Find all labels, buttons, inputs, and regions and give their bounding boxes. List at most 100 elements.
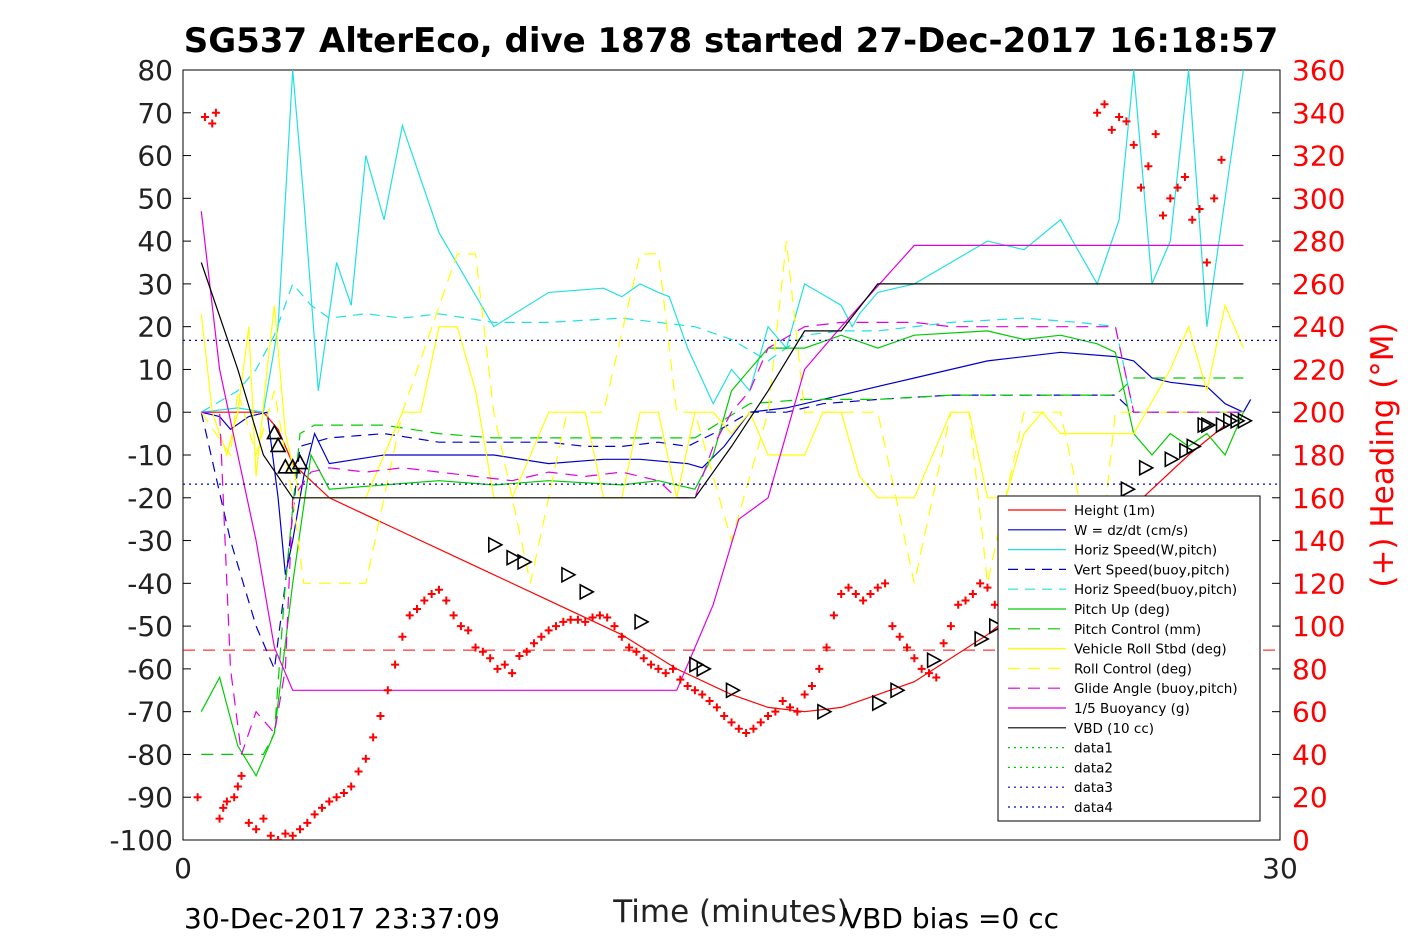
heading-point [1151,130,1160,139]
y2-tick-label: 360 [1292,54,1345,87]
heading-point [807,682,816,690]
series-line-6 [201,377,1244,756]
glider-marker [266,423,283,440]
x-tick-label: 0 [174,852,192,885]
legend-label: Glide Angle (buoy,pitch) [1074,681,1238,697]
legend: Height (1m) W = dz/dt (cm/s) Horiz Speed(W… [997,495,1261,822]
legend-label: data1 [1074,741,1113,757]
heading-point [1166,194,1175,203]
glider-marker [1201,416,1217,434]
glider-marker [696,660,712,678]
glider-marker [890,681,906,699]
heading-point [610,622,619,631]
y-tick-label: -50 [127,610,173,643]
glider-marker [1215,416,1232,434]
legend-label: data3 [1074,780,1113,796]
heading-point [961,596,970,605]
heading-point [369,733,378,742]
heading-point [347,782,356,791]
heading-point [1202,258,1211,267]
series-line-3 [200,394,1244,672]
heading-point [676,675,685,684]
y-tick-label: -100 [109,824,173,857]
heading-point [233,782,242,791]
heading-point [617,632,626,641]
glider-marker [517,553,533,571]
heading-point [1180,172,1189,181]
series-line-9 [201,321,1244,755]
y-tick-label: 60 [137,140,173,173]
heading-point [844,583,853,592]
heading-point [1210,194,1219,203]
x-axis: 0 30 [174,852,1298,885]
heading-point [244,818,253,827]
heading-point [727,718,736,727]
heading-point [456,622,465,631]
heading-point [647,660,656,669]
heading-point [1100,100,1109,109]
heading-point [1144,162,1153,171]
heading-point [800,690,809,699]
y2-tick-label: 340 [1292,97,1345,130]
right-axis: 3603403203002802602402202001801601401201… [1292,54,1345,857]
heading-point [259,814,268,823]
y-tick-label: 80 [137,54,173,87]
y-tick-label: -30 [127,525,173,558]
heading-point [281,829,290,838]
heading-point [595,611,604,620]
glider-marker [1120,480,1137,498]
legend-label: data2 [1074,760,1113,776]
heading-point [895,632,904,641]
heading-point [1188,215,1197,224]
glider-marker [1237,412,1254,430]
heading-point [274,836,283,840]
heading-point [1115,113,1124,122]
legend-label: Pitch Control (mm) [1074,622,1201,638]
heading-point [515,652,524,661]
heading-point [573,615,582,624]
heading-point [793,707,802,716]
heading-point [720,711,729,720]
heading-point [398,632,407,641]
glider-marker [488,536,504,554]
footer-timestamp: 30-Dec-2017 23:37:09 [184,902,500,935]
heading-point [851,590,860,599]
heading-point [698,690,707,699]
heading-point [544,626,553,635]
legend-label: data4 [1074,800,1113,816]
heading-point [837,590,846,599]
glider-marker [1230,412,1246,430]
glider-marker [988,617,1005,635]
heading-point [500,660,509,669]
y-tick-label: -20 [127,482,173,515]
heading-point [859,596,868,605]
heading-point [442,596,451,605]
heading-point [449,611,458,620]
y-tick-label: -80 [127,738,173,771]
heading-point [303,818,312,827]
y2-tick-label: 300 [1292,182,1345,215]
heading-point [924,669,933,678]
heading-point [1129,140,1138,149]
glider-marker [1179,442,1195,460]
heading-point [215,814,224,823]
heading-point [1107,125,1116,134]
heading-point [230,793,239,802]
heading-point [354,767,363,776]
heading-point [712,703,721,712]
heading-point [581,617,590,626]
heading-point [822,643,831,652]
glider-marker [1138,459,1155,477]
heading-point [1158,211,1167,220]
y2-tick-label: 100 [1292,610,1345,643]
heading-point [332,793,341,802]
glider-marker [1186,438,1202,455]
heading-point [881,579,890,588]
y-tick-label: 10 [137,353,173,386]
heading-point [266,831,275,840]
heading-point [778,696,787,705]
heading-point [361,754,370,763]
glider-marker [1197,416,1213,434]
heading-point [932,673,941,682]
